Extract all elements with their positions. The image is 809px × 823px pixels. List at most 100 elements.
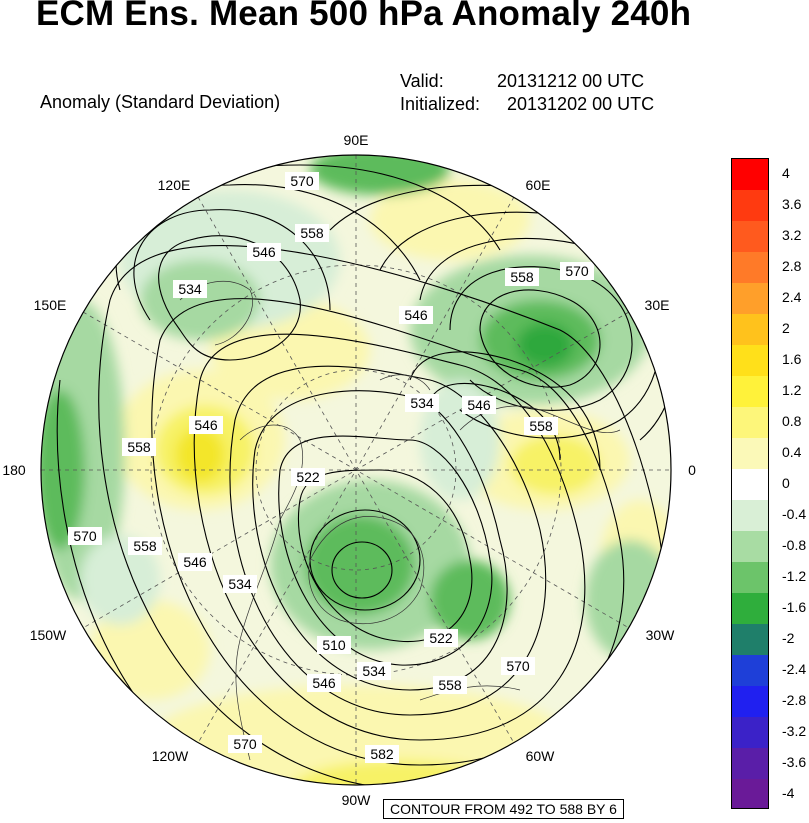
initialized-value: 20131202 00 UTC [507,94,655,114]
contour-label-text: 558 [300,225,324,241]
contour-label-text: 546 [404,307,428,323]
contour-label-text: 522 [296,469,320,485]
contour-label: 534 [405,394,439,412]
color-bar-label: 2.8 [782,257,802,274]
color-bar-segment [732,562,768,593]
anomaly-patch [510,435,600,495]
longitude-labels: 90E 60E 30E 0 30W 60W 90W 120W 150W 180 … [2,132,696,808]
chart-subtitle: Anomaly (Standard Deviation) [40,92,281,112]
longitude-label: 90E [344,132,369,148]
longitude-label: 30W [646,627,676,643]
contour-label: 570 [228,735,262,753]
color-bar-segment [732,283,768,314]
contour-label: 558 [524,417,558,435]
contour-label-text: 546 [194,417,218,433]
anomaly-patch [517,323,573,367]
anomaly-patch [175,427,225,483]
contour-label-text: 558 [438,677,462,693]
color-bar-label: 2 [782,319,790,336]
anomaly-patch [305,515,415,615]
anomaly-field: 570 558 546 534 546 558 570 534 546 558 … [41,155,671,785]
color-bar-segment [732,624,768,655]
color-bar-label: -0.4 [782,505,807,522]
color-bar-segment [732,500,768,531]
contour-label: 570 [560,262,594,280]
color-bar-segment [732,345,768,376]
contour-label: 558 [505,268,539,286]
longitude-label: 90W [342,792,372,808]
contour-label-text: 546 [183,554,207,570]
color-bar-segment [732,686,768,717]
contour-label-text: 570 [290,173,314,189]
color-bar-label: -1.6 [782,598,807,615]
longitude-label: 180 [2,462,26,478]
contour-label-group: 570 558 546 534 546 558 570 534 546 558 … [68,172,594,763]
color-bar-segment [732,717,768,748]
color-bar-segment [732,593,768,624]
contour-label-text: 534 [178,281,202,297]
color-bar-label: -4 [782,784,795,801]
color-bar-segment [732,190,768,221]
contour-label: 534 [357,662,391,680]
contour-label: 546 [247,243,281,261]
contour-label-text: 534 [410,395,434,411]
contour-label: 546 [178,553,212,571]
longitude-label: 150E [34,297,67,313]
contour-label: 522 [424,629,458,647]
color-bar [731,158,769,809]
color-bar-segment [732,469,768,500]
color-bar-segment [732,438,768,469]
contour-label: 522 [291,468,325,486]
color-bar-label: -2.8 [782,691,807,708]
anomaly-patch [430,560,510,640]
valid-value: 20131212 00 UTC [497,71,645,91]
contour-label-text: 558 [529,418,553,434]
anomaly-patch [80,535,160,625]
contour-label: 570 [68,527,102,545]
color-bar-label: 1.2 [782,381,802,398]
color-bar-segment [732,748,768,779]
contour-label-text: 510 [322,637,346,653]
contour-info-box: CONTOUR FROM 492 TO 588 BY 6 [383,799,624,819]
contour-label-text: 582 [370,746,394,762]
color-bar-label: 0.8 [782,412,802,429]
contour-label: 558 [295,224,329,242]
color-bar-label: 4 [782,164,790,181]
longitude-label: 0 [688,462,696,478]
color-bar-label: -2 [782,629,795,646]
contour-label-text: 558 [127,439,151,455]
contour-label: 546 [307,674,341,692]
color-bar-segment [732,655,768,686]
contour-label-text: 570 [565,263,589,279]
color-bar-segment [732,779,768,808]
longitude-label: 60W [526,748,556,764]
color-bar-segment [732,252,768,283]
color-bar-label: -1.2 [782,567,807,584]
color-bar-label: 2.4 [782,288,802,305]
contour-label-text: 522 [429,630,453,646]
contour-label-text: 534 [228,576,252,592]
contour-label-text: 558 [510,269,534,285]
color-bar-segment [732,159,768,190]
contour-label-text: 546 [312,675,336,691]
contour-label: 582 [365,745,399,763]
contour-label: 534 [223,575,257,593]
contour-label-text: 570 [233,736,257,752]
contour-label: 546 [462,396,496,414]
contour-label: 558 [128,537,162,555]
color-bar-segment [732,314,768,345]
color-bar-segment [732,531,768,562]
valid-label: Valid: [400,71,444,91]
contour-label: 570 [501,657,535,675]
contour-label: 570 [285,172,319,190]
contour-label-text: 534 [362,663,386,679]
contour-label: 558 [433,676,467,694]
longitude-label: 30E [645,297,670,313]
contour-label: 510 [317,636,351,654]
map-boundary [40,154,672,786]
contour-label-text: 570 [73,528,97,544]
color-bar-label: -2.4 [782,660,807,677]
contour-label-text: 570 [506,658,530,674]
contour-label-text: 558 [133,538,157,554]
